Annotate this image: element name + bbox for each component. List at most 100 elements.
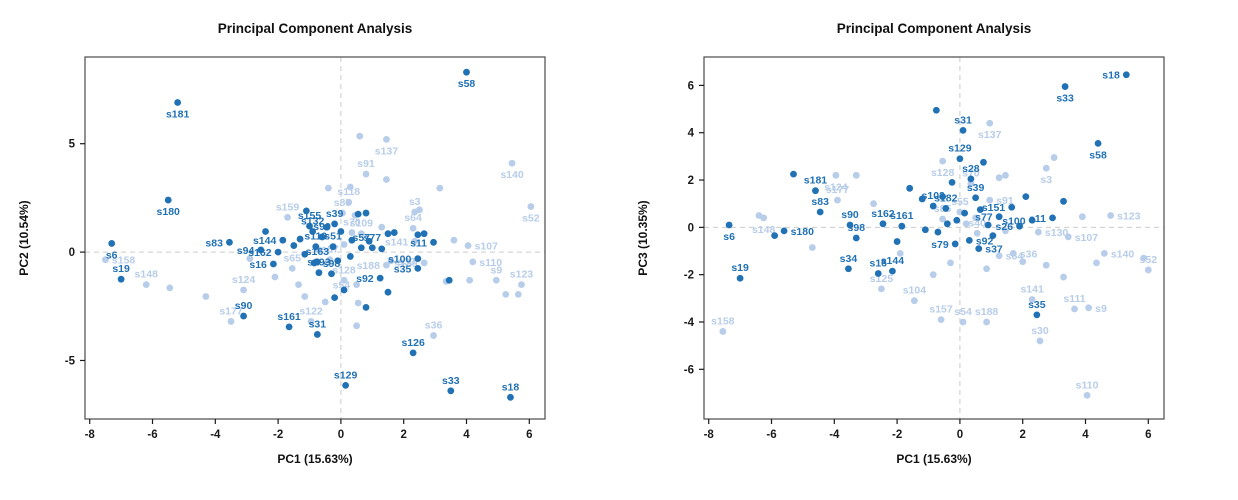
data-point [117, 275, 125, 283]
data-point [736, 274, 744, 282]
point-label: s3 [409, 196, 421, 208]
data-point [962, 220, 970, 228]
data-point [878, 285, 885, 293]
data-point [323, 223, 331, 231]
data-point [983, 265, 990, 273]
data-point [932, 106, 940, 114]
plot-box [703, 56, 1165, 420]
data-point [514, 290, 522, 298]
plot-box [84, 56, 546, 420]
point-label: s31 [954, 114, 972, 126]
point-label: s144 [881, 255, 905, 267]
point-label: s124 [232, 274, 256, 286]
x-axis-tick-label: -8 [704, 429, 715, 441]
point-label: s83 [205, 237, 223, 249]
data-point [986, 196, 994, 204]
data-point [1002, 171, 1009, 179]
point-label: s19 [731, 262, 749, 274]
point-label: s130 [1045, 227, 1069, 239]
data-point [326, 256, 334, 264]
x-axis-tick-label: 0 [338, 429, 344, 441]
data-point [353, 322, 361, 330]
data-point [1008, 203, 1016, 211]
point-label: s180 [791, 226, 815, 238]
data-point [420, 230, 428, 238]
data-point [383, 261, 390, 269]
data-point [328, 270, 335, 278]
point-label: s148 [752, 224, 776, 236]
point-label: s181 [804, 175, 828, 187]
x-axis-tick-label: 4 [1082, 429, 1089, 441]
data-point [274, 248, 282, 256]
data-point [984, 221, 992, 229]
point-label: s111 [1063, 293, 1085, 305]
point-label: s58 [1089, 149, 1107, 161]
data-point [967, 175, 975, 183]
point-label: s140 [500, 169, 524, 181]
x-axis-tick-label: 6 [1145, 429, 1151, 441]
data-point [870, 200, 877, 208]
data-point [1078, 213, 1086, 221]
point-label: s162 [871, 208, 895, 220]
data-point [959, 318, 967, 326]
chart-title: Principal Component Analysis [218, 21, 413, 36]
data-point [420, 259, 428, 267]
point-label: s139 [394, 258, 418, 270]
point-label: s180 [157, 206, 181, 218]
point-label: s118 [337, 186, 360, 198]
data-point [362, 303, 370, 311]
y-axis-tick-label: 4 [688, 128, 695, 140]
data-point [852, 234, 860, 242]
data-point [906, 184, 914, 192]
data-point [948, 178, 956, 186]
data-point [983, 318, 990, 326]
point-label: s40 [968, 217, 986, 229]
data-point [1049, 214, 1056, 222]
data-point [518, 281, 525, 289]
data-point [845, 265, 852, 273]
point-label: s85 [334, 197, 352, 209]
point-label: s16 [870, 257, 888, 269]
point-label: s161 [277, 311, 301, 323]
data-point [301, 293, 309, 300]
point-label: s107 [1075, 232, 1099, 244]
data-point [384, 288, 392, 296]
x-axis-title: PC1 (15.63%) [896, 452, 971, 466]
data-point [295, 281, 302, 289]
data-point [975, 245, 983, 253]
data-point [226, 238, 233, 246]
data-point [1093, 259, 1100, 267]
data-point [1061, 83, 1069, 90]
data-point [921, 226, 929, 234]
data-point [947, 259, 954, 267]
data-point [937, 316, 945, 324]
data-point [315, 269, 323, 277]
data-point [202, 293, 210, 300]
data-point [240, 286, 247, 294]
data-point [262, 228, 269, 235]
data-point [1002, 227, 1009, 235]
point-label: s54 [954, 306, 972, 318]
scatter-plot: -8 -6 -4 -2 0 2 4 6 -6 -4 -2 0 2 4 6 Principal Componen… [636, 21, 1165, 466]
point-label: s9 [490, 264, 502, 276]
point-label: s39 [326, 208, 344, 220]
point-label: s151 [982, 202, 1006, 214]
data-point [1009, 249, 1017, 257]
data-point [780, 227, 788, 235]
data-point [888, 267, 896, 275]
point-label: s155 [298, 210, 322, 222]
data-point [812, 187, 819, 195]
data-point [383, 135, 390, 143]
data-point [348, 229, 356, 236]
data-point [1140, 254, 1147, 262]
data-point [378, 245, 386, 253]
point-label: s162 [248, 247, 272, 259]
data-point [290, 242, 298, 249]
data-point [910, 297, 918, 305]
data-point [362, 209, 370, 217]
data-point [1033, 311, 1041, 319]
point-label: s90 [841, 209, 859, 221]
point-label: s124 [824, 181, 848, 193]
data-point [929, 271, 937, 279]
point-label: s92 [976, 235, 994, 247]
